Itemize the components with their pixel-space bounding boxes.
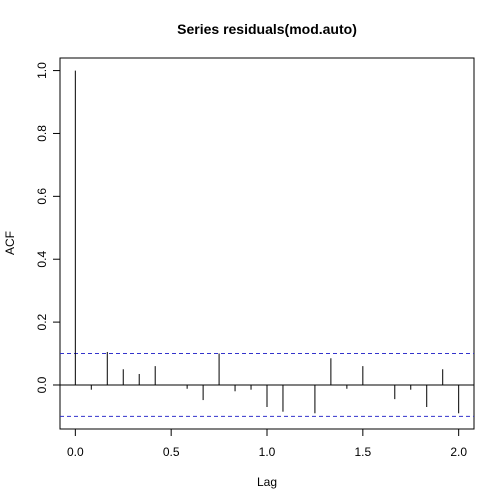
- chart-title: Series residuals(mod.auto): [177, 21, 357, 37]
- x-tick-label: 0.5: [163, 445, 180, 459]
- y-tick-label: 0.8: [35, 125, 49, 142]
- y-tick-label: 1.0: [35, 62, 49, 79]
- x-axis: 0.0 0.5 1.0 1.5 2.0: [67, 428, 467, 459]
- x-tick-label: 1.5: [354, 445, 371, 459]
- x-tick-label: 2.0: [450, 445, 467, 459]
- x-tick-label: 0.0: [67, 445, 84, 459]
- y-tick-label: 0.6: [35, 188, 49, 205]
- y-axis: 0.0 0.2 0.4 0.6 0.8 1.0: [35, 62, 61, 393]
- y-tick-label: 0.4: [35, 251, 49, 268]
- y-tick-label: 0.0: [35, 376, 49, 393]
- x-axis-label: Lag: [257, 475, 277, 489]
- acf-marks: [60, 70, 474, 417]
- plot-frame: [59, 57, 475, 430]
- y-tick-label: 0.2: [35, 313, 49, 330]
- y-axis-label: ACF: [3, 231, 17, 255]
- x-tick-label: 1.0: [259, 445, 276, 459]
